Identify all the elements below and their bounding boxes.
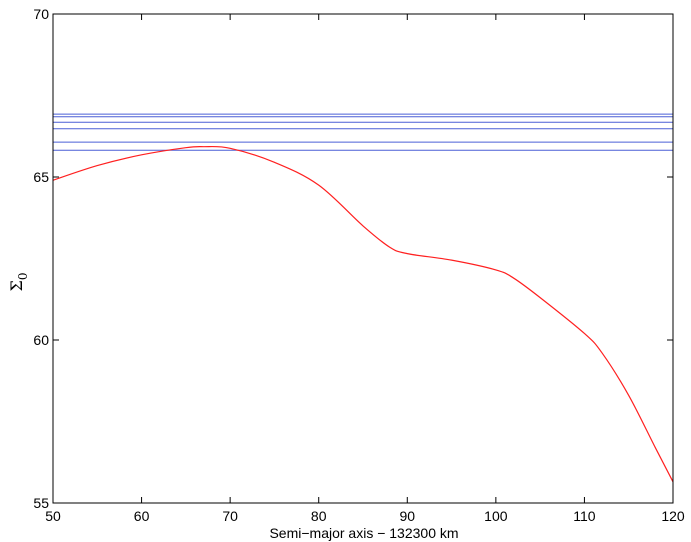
plot-frame <box>52 13 674 504</box>
plot-area <box>52 113 674 483</box>
y-axis-label-subscript: 0 <box>16 273 30 281</box>
x-tick-label: 80 <box>311 508 327 524</box>
y-tick-label: 60 <box>33 332 49 348</box>
svg-text:Σ0: Σ0 <box>7 273 30 292</box>
x-tick-label: 60 <box>134 508 150 524</box>
y-axis-label: Σ0 <box>7 273 30 292</box>
y-tick-label: 55 <box>33 495 49 511</box>
x-tick-label: 100 <box>484 508 508 524</box>
x-tick-label: 70 <box>222 508 238 524</box>
y-axis-label-symbol: Σ <box>7 280 26 291</box>
x-tick-label: 90 <box>399 508 415 524</box>
axes: 50 60 70 80 90 100 110 120 55 60 65 70 <box>33 6 684 524</box>
x-axis-label: Semi−major axis − 132300 km <box>269 525 458 541</box>
x-tick-label: 50 <box>45 508 61 524</box>
y-tick-label: 65 <box>33 169 49 185</box>
red-curve <box>52 145 674 483</box>
x-tick-label: 110 <box>573 508 596 524</box>
y-tick-label: 70 <box>33 6 49 22</box>
x-tick-label: 120 <box>661 508 685 524</box>
